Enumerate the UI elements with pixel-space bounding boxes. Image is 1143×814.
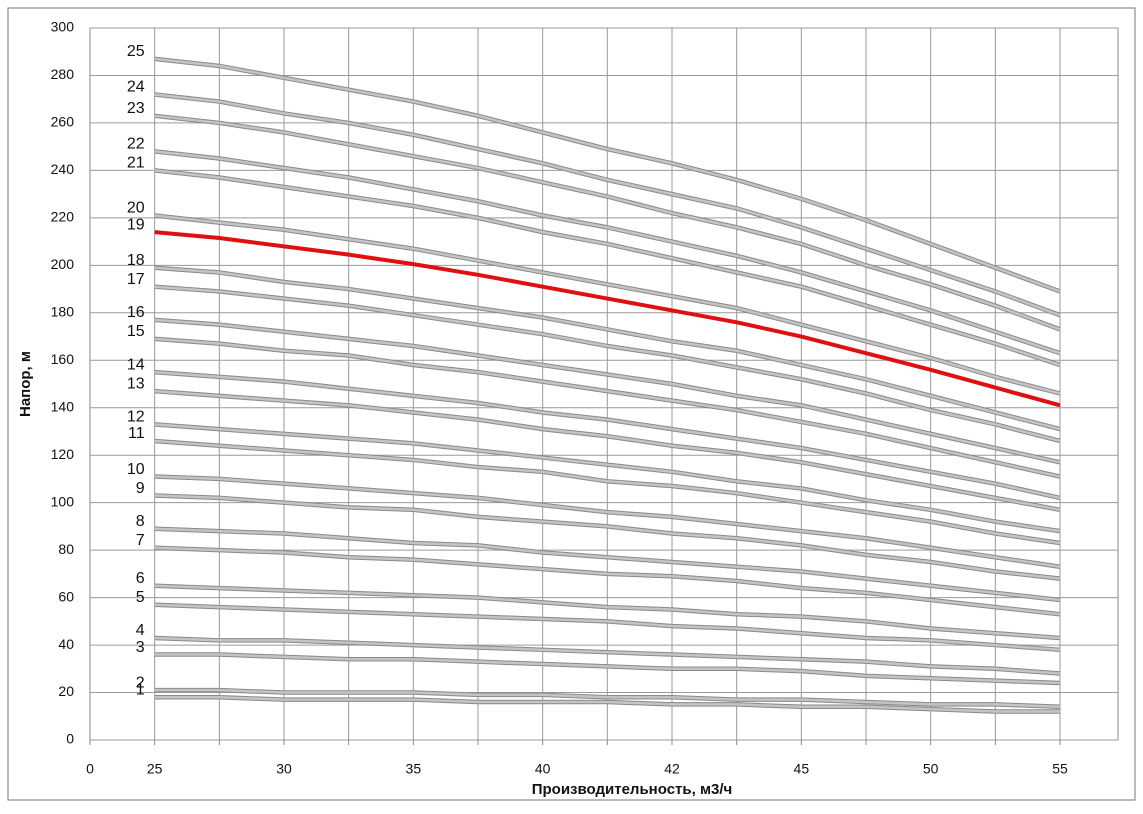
curve bbox=[154, 285, 1061, 443]
curve-label: 20 bbox=[127, 200, 145, 217]
curve-label: 8 bbox=[136, 513, 145, 530]
curve bbox=[154, 389, 1061, 512]
curve bbox=[154, 696, 1060, 713]
curve-label: 16 bbox=[127, 304, 145, 321]
x-tick-label: 42 bbox=[664, 761, 680, 777]
y-axis-label: Напор, м bbox=[17, 351, 34, 417]
y-tick-label: 60 bbox=[58, 588, 74, 604]
x-tick-label: 40 bbox=[535, 761, 551, 777]
curve-label: 11 bbox=[128, 425, 145, 442]
curve-label: 9 bbox=[136, 480, 145, 497]
curve-label: 17 bbox=[127, 271, 145, 288]
curve-label: 2 bbox=[136, 674, 145, 691]
curve bbox=[154, 527, 1061, 602]
curve bbox=[154, 114, 1061, 331]
curve bbox=[154, 230, 1061, 408]
curve-label: 3 bbox=[136, 639, 145, 656]
y-tick-label: 140 bbox=[51, 398, 75, 414]
curve-label: 14 bbox=[127, 356, 145, 373]
curve-label: 25 bbox=[127, 43, 145, 60]
curve bbox=[154, 214, 1061, 395]
y-tick-label: 200 bbox=[51, 256, 75, 272]
curve bbox=[154, 688, 1061, 709]
x-tick-label: 45 bbox=[794, 761, 810, 777]
curve-label: 4 bbox=[136, 622, 145, 639]
y-tick-label: 0 bbox=[66, 731, 74, 747]
curve bbox=[154, 423, 1061, 533]
curve bbox=[154, 439, 1061, 545]
curve bbox=[154, 318, 1061, 464]
y-tick-label: 80 bbox=[58, 541, 74, 557]
y-tick-label: 180 bbox=[51, 304, 75, 320]
curve-label: 19 bbox=[127, 216, 145, 233]
curve-label: 13 bbox=[127, 375, 145, 392]
y-tick-label: 220 bbox=[51, 209, 75, 225]
curve bbox=[154, 584, 1061, 640]
curve bbox=[154, 57, 1061, 293]
y-tick-label: 100 bbox=[51, 493, 75, 509]
y-tick-label: 40 bbox=[58, 636, 74, 652]
y-tick-label: 20 bbox=[58, 683, 74, 699]
x-tick-label: 0 bbox=[86, 761, 94, 777]
curve-label: 18 bbox=[127, 252, 145, 269]
x-tick-label: 50 bbox=[923, 761, 939, 777]
curve bbox=[154, 475, 1061, 568]
curve bbox=[154, 494, 1061, 580]
curve bbox=[154, 653, 1061, 685]
curve-label: 21 bbox=[127, 155, 145, 172]
curve-label: 12 bbox=[127, 409, 145, 426]
x-axis-label: Производительность, м3/ч bbox=[532, 781, 733, 798]
curve-label: 24 bbox=[127, 79, 145, 96]
y-tick-label: 260 bbox=[51, 114, 75, 130]
x-tick-label: 30 bbox=[276, 761, 292, 777]
curve bbox=[154, 93, 1061, 317]
y-tick-label: 120 bbox=[51, 446, 75, 462]
y-tick-label: 300 bbox=[51, 19, 75, 35]
curve bbox=[154, 370, 1061, 500]
curve bbox=[154, 603, 1061, 652]
x-tick-label: 35 bbox=[406, 761, 422, 777]
curve-label: 22 bbox=[127, 136, 145, 153]
curve bbox=[154, 169, 1061, 367]
curve-label: 10 bbox=[127, 461, 145, 478]
x-tick-label: 55 bbox=[1052, 761, 1068, 777]
y-tick-label: 280 bbox=[51, 66, 75, 82]
curve-label: 5 bbox=[136, 589, 145, 606]
curve bbox=[154, 636, 1061, 675]
curve bbox=[154, 266, 1061, 431]
curve-label: 6 bbox=[136, 570, 145, 587]
y-tick-label: 240 bbox=[51, 161, 75, 177]
curve-label: 7 bbox=[136, 532, 145, 549]
y-tick-label: 160 bbox=[51, 351, 75, 367]
curve-label: 23 bbox=[127, 100, 145, 117]
curve bbox=[154, 546, 1061, 616]
curve bbox=[154, 150, 1061, 355]
curve-label: 1 bbox=[136, 681, 145, 698]
curve bbox=[154, 337, 1061, 478]
x-tick-label: 25 bbox=[147, 761, 163, 777]
curve-label: 15 bbox=[127, 323, 145, 340]
